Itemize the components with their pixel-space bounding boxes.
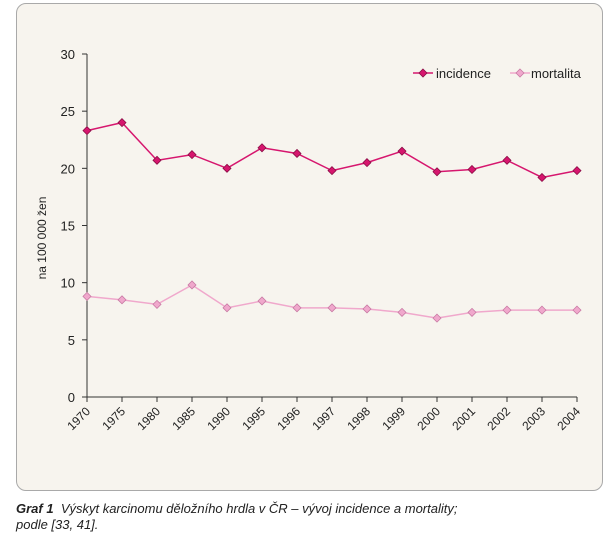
legend-label-mortalita: mortalita [531,66,582,81]
x-tick-label: 1980 [134,404,163,433]
x-tick-label: 1995 [239,404,268,433]
data-point-mortalita [117,295,127,305]
data-point-mortalita [537,305,547,315]
data-point-mortalita [257,296,267,306]
series-line-mortalita [86,284,577,319]
data-point-incidence [257,143,267,153]
x-tick-label: 1970 [64,404,93,433]
data-point-incidence [362,158,372,168]
x-tick-label: 1975 [99,404,128,433]
data-point-incidence [432,167,442,177]
data-point-mortalita [362,304,372,314]
x-tick-label: 1997 [309,404,338,433]
series-incidence [82,118,582,183]
x-tick-label: 1996 [274,404,303,433]
x-tick-label: 2000 [414,404,443,433]
data-point-mortalita [292,303,302,313]
x-tick-label: 2004 [554,404,583,433]
series-mortalita [82,280,582,323]
data-point-mortalita [572,305,582,315]
data-point-incidence [187,150,197,160]
data-point-incidence [572,166,582,176]
x-tick-label: 1999 [379,404,408,433]
y-tick-label: 30 [61,47,75,62]
data-point-mortalita [152,299,162,309]
data-point-mortalita [222,303,232,313]
data-point-mortalita [467,307,477,317]
chart-legend: incidence mortalita [413,66,582,81]
data-point-incidence [397,146,407,156]
data-point-mortalita [397,307,407,317]
y-tick-label: 25 [61,104,75,119]
y-tick-label: 15 [61,219,75,234]
data-point-mortalita [432,313,442,323]
chart-panel [16,3,603,491]
x-tick-label: 2003 [519,404,548,433]
data-point-incidence [327,166,337,176]
caption-label: Graf 1 [16,501,54,516]
data-point-mortalita [327,303,337,313]
legend-marker-mortalita [515,68,525,78]
data-point-incidence [152,155,162,165]
line-chart: 0 5 10 15 20 25 30 1970 1975 1980 1985 1990 1995 1996… [35,47,584,433]
data-point-incidence [82,126,92,136]
chart-axes: 0 5 10 15 20 25 30 1970 1975 1980 1985 1990 1995 1996… [61,47,584,433]
legend-label-incidence: incidence [436,66,491,81]
y-tick-label: 20 [61,161,75,176]
y-tick-label: 0 [68,390,75,405]
data-point-incidence [222,163,232,173]
x-tick-label: 2002 [484,404,513,433]
y-tick-label: 10 [61,276,75,291]
y-axis-label: na 100 000 žen [35,197,49,280]
data-point-incidence [467,164,477,175]
chart-series [82,118,582,323]
data-point-incidence [117,118,127,128]
data-point-mortalita [502,305,512,315]
x-tick-label: 1998 [344,404,373,433]
y-tick-label: 5 [68,333,75,348]
data-point-incidence [502,155,512,165]
x-tick-label: 1990 [204,404,233,433]
x-tick-label: 2001 [449,404,478,433]
data-point-incidence [292,148,302,159]
data-point-mortalita [82,291,92,301]
legend-marker-incidence [418,68,428,78]
caption-text: Výskyt karcinomu děložního hrdla v ČR – … [60,501,458,516]
x-tick-label: 1985 [169,404,198,433]
data-point-mortalita [187,280,197,290]
data-point-incidence [537,172,547,183]
caption-text-2: podle [33, 41]. [16,517,99,532]
figure-caption: Graf 1 Výskyt karcinomu děložního hrdla … [16,501,606,533]
